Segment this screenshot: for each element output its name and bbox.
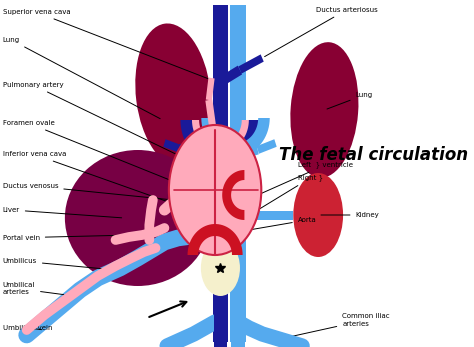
Ellipse shape — [135, 24, 211, 167]
Polygon shape — [188, 224, 243, 255]
Polygon shape — [196, 150, 213, 160]
Polygon shape — [213, 5, 228, 342]
Text: Lung: Lung — [3, 37, 160, 119]
Text: Ductus arteriosus: Ductus arteriosus — [264, 7, 377, 57]
Text: Lung: Lung — [327, 92, 373, 109]
Ellipse shape — [169, 125, 261, 255]
Text: Liver: Liver — [3, 207, 122, 218]
Polygon shape — [238, 54, 264, 74]
Polygon shape — [192, 120, 249, 152]
Ellipse shape — [65, 150, 210, 286]
Text: Superior vena cava: Superior vena cava — [3, 9, 209, 79]
Polygon shape — [201, 118, 270, 156]
Text: Umbilical
arteries: Umbilical arteries — [3, 282, 64, 295]
Ellipse shape — [291, 42, 358, 178]
Text: Ductus venosus: Ductus venosus — [3, 183, 171, 200]
Text: Right }: Right } — [260, 175, 323, 209]
Polygon shape — [238, 211, 293, 220]
Polygon shape — [181, 120, 260, 165]
Text: Aorta: Aorta — [252, 217, 317, 229]
Polygon shape — [222, 170, 245, 220]
Polygon shape — [206, 77, 215, 101]
Text: Common iliac
arteries: Common iliac arteries — [287, 313, 390, 337]
Ellipse shape — [293, 173, 343, 257]
Text: The fetal circulation: The fetal circulation — [279, 146, 468, 164]
Text: Inferior vena cava: Inferior vena cava — [3, 151, 189, 209]
Text: Kidney: Kidney — [321, 212, 379, 218]
Polygon shape — [164, 139, 179, 152]
Polygon shape — [214, 300, 227, 347]
Text: Umbilical vein: Umbilical vein — [3, 325, 52, 331]
Text: Umbilicus: Umbilicus — [3, 258, 113, 270]
Polygon shape — [231, 300, 246, 347]
Text: Left  } ventricle: Left } ventricle — [260, 162, 353, 194]
Text: Portal vein: Portal vein — [3, 235, 130, 241]
Polygon shape — [230, 5, 246, 342]
Text: Foramen ovale: Foramen ovale — [3, 120, 180, 184]
Polygon shape — [205, 99, 217, 133]
Polygon shape — [239, 146, 259, 159]
Polygon shape — [219, 66, 242, 86]
Text: Pulmonary artery: Pulmonary artery — [3, 82, 175, 154]
Polygon shape — [256, 139, 277, 154]
Ellipse shape — [201, 240, 240, 296]
Polygon shape — [176, 144, 197, 159]
